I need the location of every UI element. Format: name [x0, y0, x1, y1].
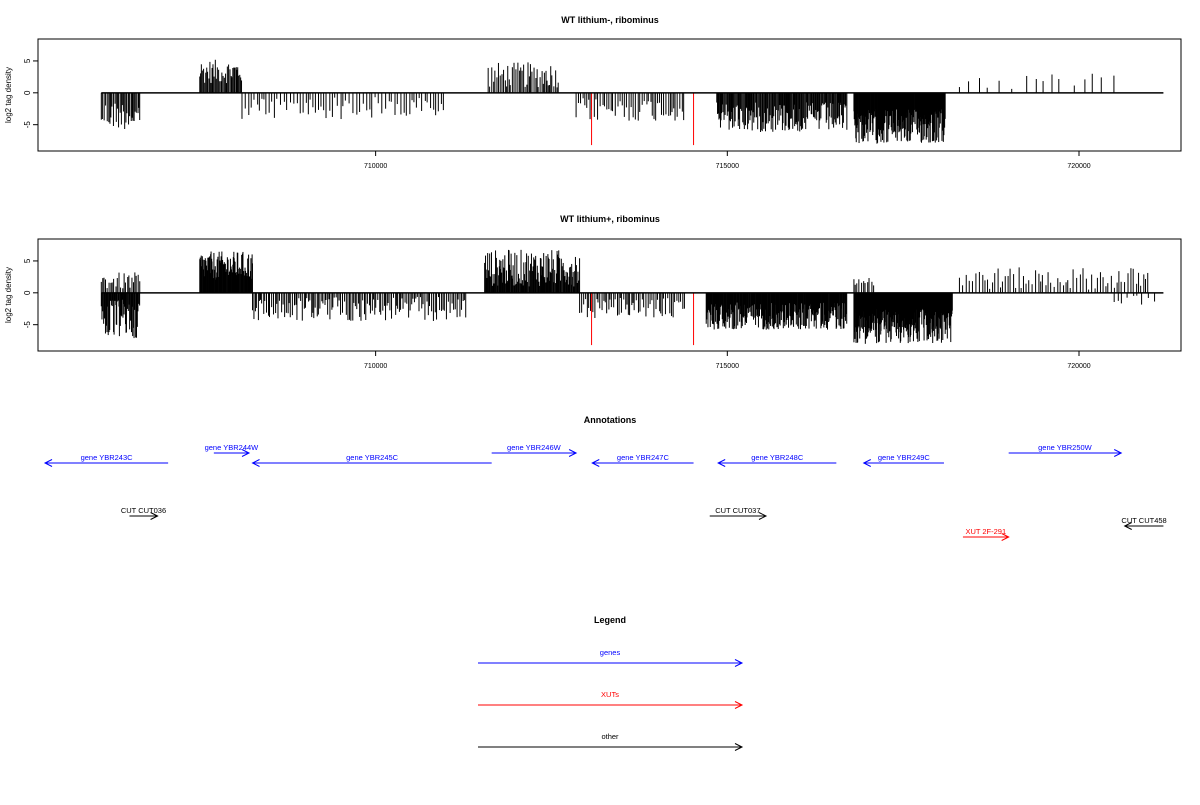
annotation-feature: gene YBR245C [251, 453, 492, 467]
annotation-feature: gene YBR250W [1008, 443, 1123, 457]
annotation-label: gene YBR245C [346, 453, 399, 462]
annotation-arrow-head [150, 512, 159, 520]
annotation-label: XUT 2F-291 [965, 527, 1006, 536]
bar-series [100, 249, 1156, 344]
y-axis: -5 0 5 [23, 258, 39, 329]
annotation-label: gene YBR247C [617, 453, 670, 462]
y-tick-label: -5 [23, 321, 32, 329]
x-tick-label: 710000 [364, 163, 387, 170]
highlight-bars [591, 92, 695, 146]
x-axis: 710000 715000 720000 [364, 351, 1091, 370]
bar-series [100, 59, 1115, 144]
annotation-arrow-head [862, 459, 871, 467]
annotation-feature: XUT 2F-291 [962, 527, 1010, 541]
y-tick-label: 0 [23, 90, 32, 95]
annotations-title: Annotations [584, 415, 637, 425]
track-title: WT lithium+, ribominus [560, 214, 660, 224]
legend-label: other [601, 732, 619, 741]
annotation-feature: CUT CUT036 [121, 506, 166, 520]
annotation-feature: gene YBR243C [43, 453, 169, 467]
annotation-feature: gene YBR247C [591, 453, 694, 467]
x-tick-label: 720000 [1067, 363, 1090, 370]
legend-title: Legend [594, 615, 626, 625]
annotation-arrow-head [591, 459, 600, 467]
legend-items: genes XUTs other [478, 648, 744, 751]
legend-entry: other [478, 732, 744, 751]
annotation-label: CUT CUT458 [1121, 516, 1166, 525]
legend-entry: genes [478, 648, 744, 667]
y-tick-label: 5 [23, 58, 32, 63]
y-tick-label: -5 [23, 121, 32, 129]
annotation-arrow-head [251, 459, 260, 467]
annotation-label: CUT CUT037 [715, 506, 760, 515]
y-tick-label: 5 [23, 258, 32, 263]
annotation-label: CUT CUT036 [121, 506, 166, 515]
plot-frame [37, 38, 1182, 152]
annotation-items: gene YBR243C gene YBR244W gene YBR245C gene… [43, 443, 1167, 541]
annotation-label: gene YBR250W [1038, 443, 1093, 452]
track-title: WT lithium-, ribominus [561, 15, 659, 25]
annotation-arrow-head [568, 449, 578, 457]
legend-label: XUTs [601, 690, 619, 699]
annotation-label: gene YBR244W [205, 443, 260, 452]
track-panel-lithium-minus: WT lithium-, ribominus log2 tag density … [4, 15, 1182, 170]
annotation-feature: gene YBR248C [717, 453, 837, 467]
x-tick-label: 715000 [716, 163, 739, 170]
legend-arrow-head [734, 659, 744, 667]
x-axis: 710000 715000 720000 [364, 151, 1091, 170]
annotation-label: gene YBR246W [507, 443, 562, 452]
annotation-feature: gene YBR244W [205, 443, 260, 457]
annotation-arrow-head [758, 512, 768, 520]
track-panel-lithium-plus: WT lithium+, ribominus log2 tag density … [4, 214, 1182, 370]
legend-arrow-head [734, 701, 744, 709]
annotation-arrow-head [1001, 533, 1010, 541]
legend-entry: XUTs [478, 690, 744, 709]
annotation-feature: CUT CUT037 [709, 506, 768, 520]
y-axis-label: log2 tag density [4, 67, 13, 123]
x-tick-label: 720000 [1067, 163, 1090, 170]
annotation-arrow-head [1113, 449, 1123, 457]
x-tick-label: 715000 [716, 363, 739, 370]
annotation-feature: gene YBR249C [862, 453, 944, 467]
y-axis: -5 0 5 [23, 58, 39, 129]
y-axis-label: log2 tag density [4, 267, 13, 323]
legend-arrow-head [734, 743, 744, 751]
annotation-arrow-head [241, 449, 251, 457]
annotation-feature: CUT CUT458 [1121, 516, 1167, 530]
y-tick-label: 0 [23, 290, 32, 295]
annotation-arrow-head [717, 459, 726, 467]
annotation-label: gene YBR248C [751, 453, 804, 462]
legend-panel: Legend genes XUTs other [478, 615, 744, 751]
x-tick-label: 710000 [364, 363, 387, 370]
highlight-bars [591, 292, 695, 346]
legend-label: genes [600, 648, 621, 657]
annotation-arrow-head [1123, 522, 1132, 530]
annotation-feature: gene YBR246W [491, 443, 578, 457]
annotation-arrow-head [43, 459, 53, 467]
annotation-label: gene YBR243C [81, 453, 134, 462]
annotation-label: gene YBR249C [878, 453, 931, 462]
